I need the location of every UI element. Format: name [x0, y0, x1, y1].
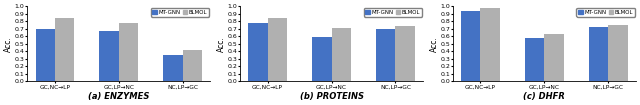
Bar: [525, 38, 545, 81]
Bar: [396, 26, 415, 81]
X-axis label: (b) PROTEINS: (b) PROTEINS: [300, 92, 364, 101]
X-axis label: (c) DHFR: (c) DHFR: [524, 92, 565, 101]
Bar: [589, 27, 609, 81]
Bar: [268, 18, 287, 81]
Bar: [481, 8, 500, 81]
Bar: [99, 31, 118, 81]
Bar: [118, 23, 138, 81]
Bar: [461, 11, 481, 81]
X-axis label: (a) ENZYMES: (a) ENZYMES: [88, 92, 149, 101]
Bar: [376, 29, 396, 81]
Legend: MT-GNN, BLMOL: MT-GNN, BLMOL: [364, 8, 422, 16]
Bar: [182, 50, 202, 81]
Bar: [332, 28, 351, 81]
Bar: [545, 34, 564, 81]
Y-axis label: Acc.: Acc.: [430, 36, 439, 52]
Legend: MT-GNN, BLMOL: MT-GNN, BLMOL: [577, 8, 635, 16]
Bar: [609, 25, 628, 81]
Bar: [312, 37, 332, 81]
Bar: [36, 29, 54, 81]
Bar: [163, 55, 182, 81]
Legend: MT-GNN, BLMOL: MT-GNN, BLMOL: [151, 8, 209, 16]
Y-axis label: Acc.: Acc.: [217, 36, 226, 52]
Bar: [54, 18, 74, 81]
Y-axis label: Acc.: Acc.: [4, 36, 13, 52]
Bar: [248, 23, 268, 81]
